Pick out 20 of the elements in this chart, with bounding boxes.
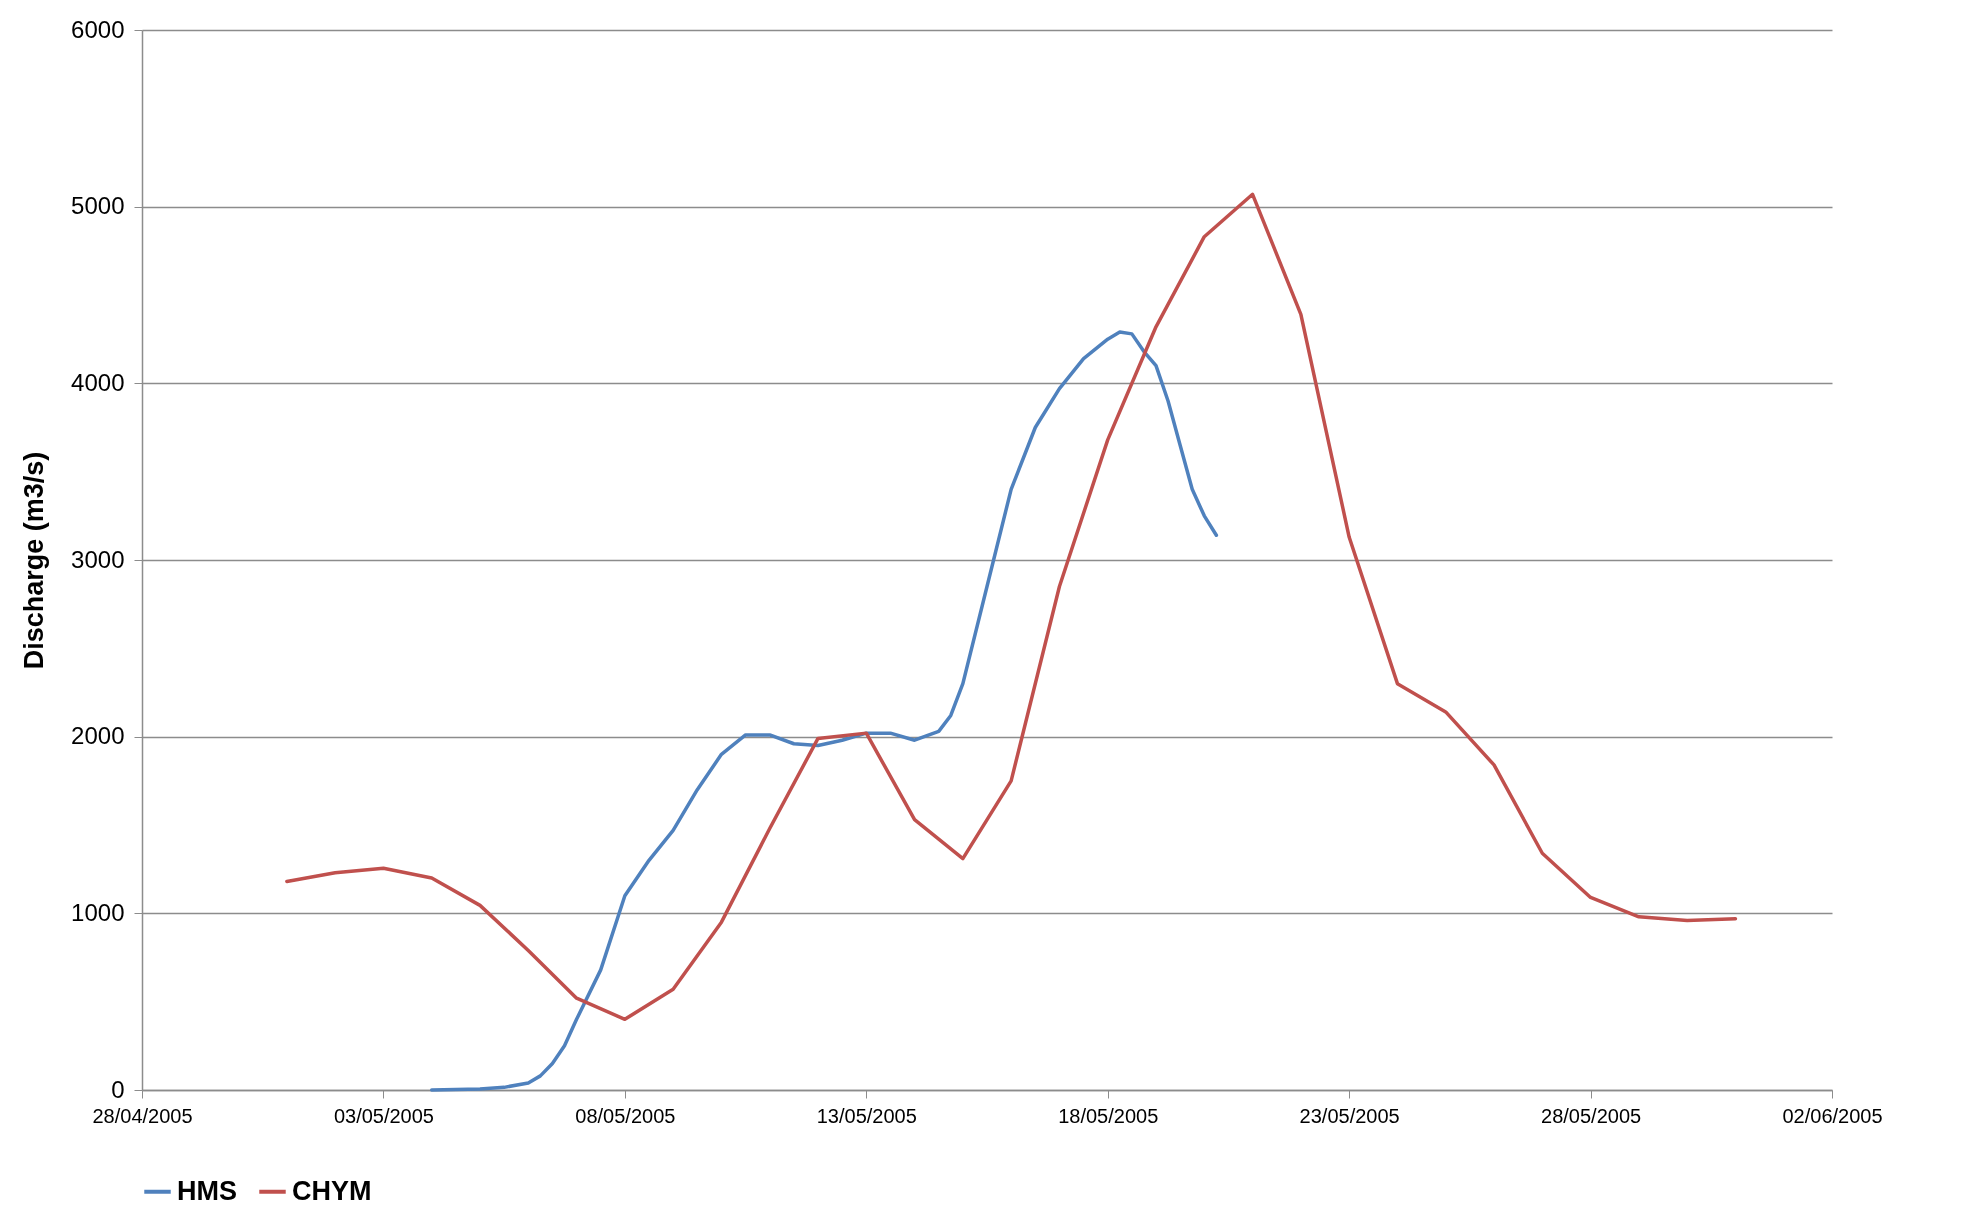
x-tick-label: 28/05/2005	[1541, 1104, 1642, 1127]
line-series	[285, 192, 1738, 1022]
y-tick-label: 2000	[71, 722, 125, 750]
y-tick-label: 3000	[71, 545, 125, 573]
x-tick-label: 13/05/2005	[816, 1104, 917, 1127]
y-tick-label: 5000	[71, 192, 125, 220]
y-tick-label: 6000	[71, 15, 125, 43]
x-tick-label: 28/04/2005	[92, 1104, 193, 1127]
y-tick-label: 0	[111, 1075, 125, 1103]
y-tick-label: 4000	[71, 368, 125, 396]
legend-label: HMS	[177, 1175, 237, 1206]
y-axis-title: Discharge (m3/s)	[19, 451, 50, 670]
legend-label: CHYM	[292, 1175, 372, 1206]
line-series	[429, 330, 1219, 1092]
x-tick-label: 18/05/2005	[1058, 1104, 1159, 1127]
x-tick-label: 03/05/2005	[333, 1104, 434, 1127]
x-tick-label: 08/05/2005	[575, 1104, 676, 1127]
x-tick-label: 23/05/2005	[1299, 1104, 1400, 1127]
y-tick-label: 1000	[71, 898, 125, 926]
x-tick-label: 02/06/2005	[1782, 1104, 1883, 1127]
